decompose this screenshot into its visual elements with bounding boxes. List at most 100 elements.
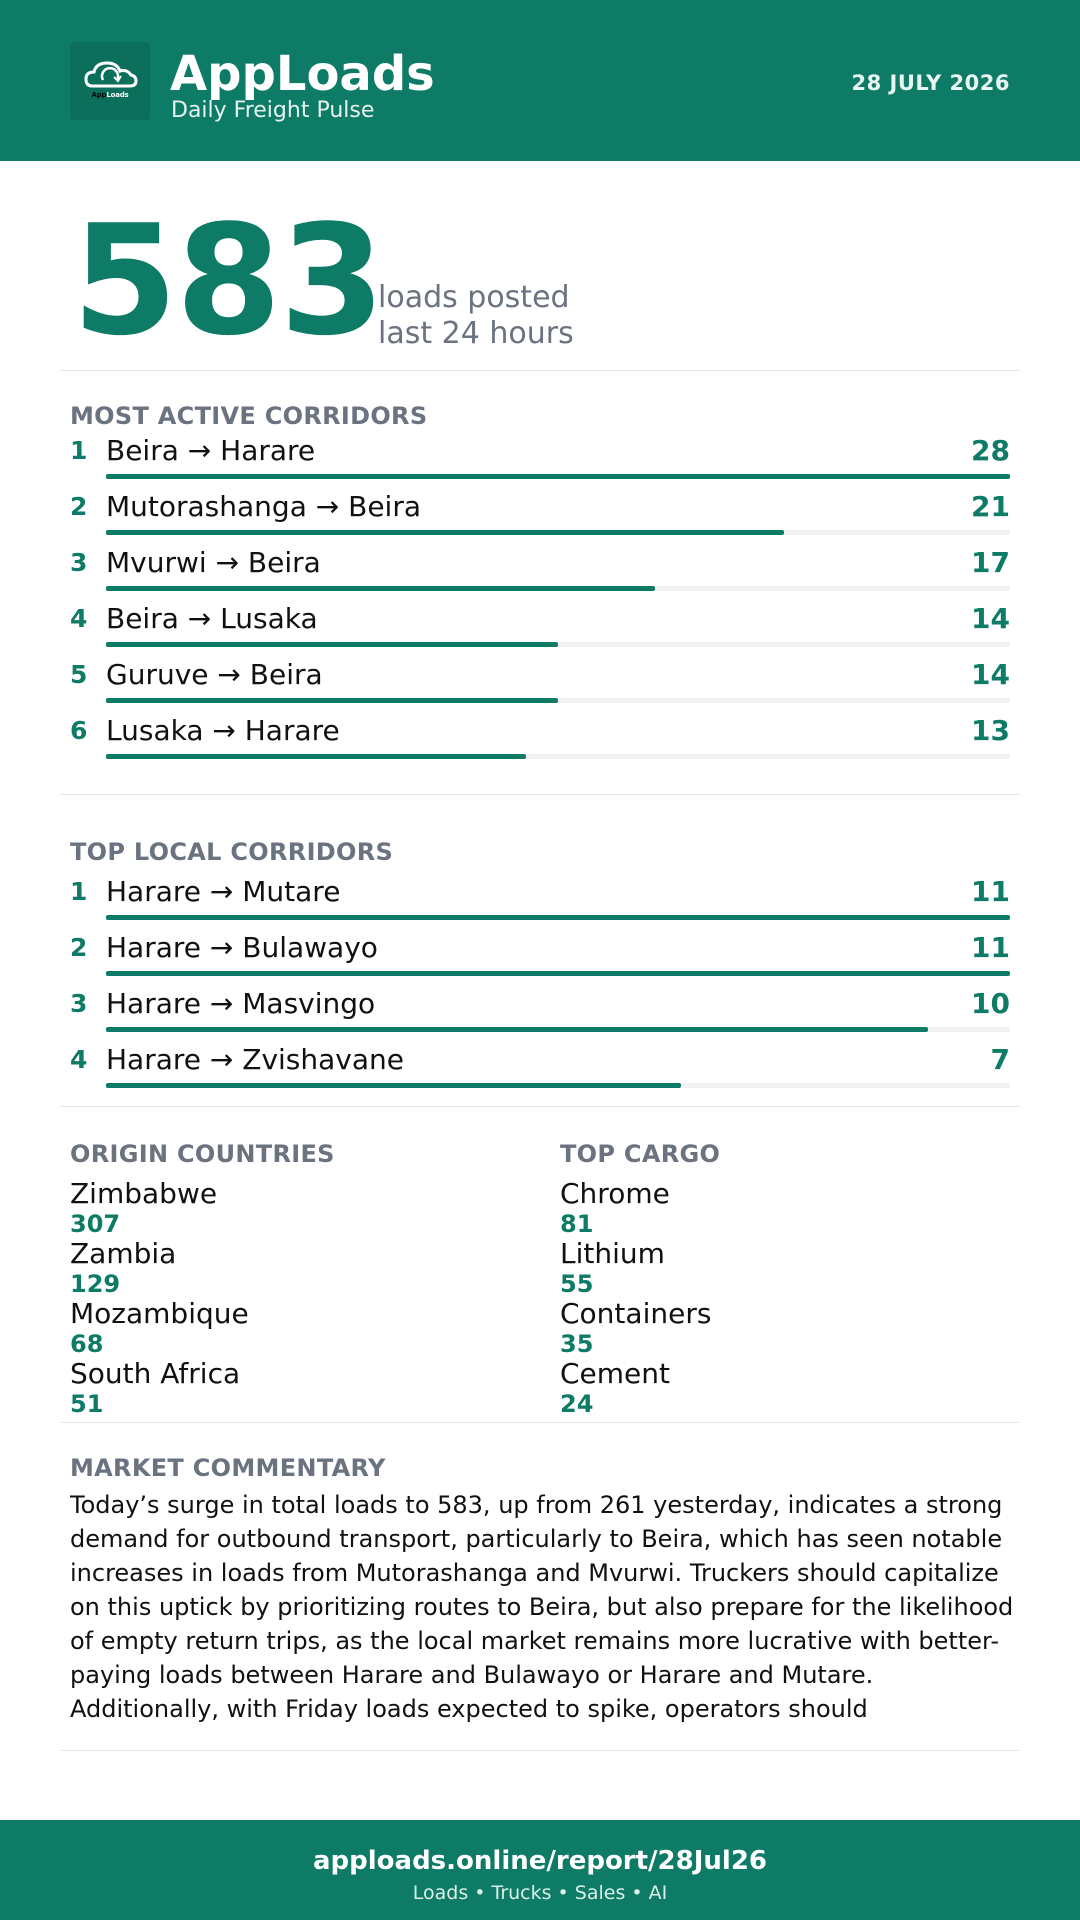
divider (60, 1106, 1020, 1107)
local-corridor-row: 1 Harare → Mutare 11 (70, 875, 1010, 933)
route-label: Beira → Harare (106, 434, 316, 467)
load-bar-track (106, 586, 1010, 591)
corridor-row: 1 Beira → Harare 28 (70, 434, 1010, 492)
cargo-type-value: 55 (560, 1270, 594, 1298)
logo-wordmark: AppLoads (91, 91, 129, 99)
top-cargo-title: TOP CARGO (560, 1140, 721, 1168)
local-corridor-row: 2 Harare → Bulawayo 11 (70, 931, 1010, 989)
rank-number: 3 (70, 989, 88, 1018)
origin-countries-title: ORIGIN COUNTRIES (70, 1140, 335, 1168)
report-date: 28 JULY 2026 (851, 71, 1010, 95)
origin-country-value: 51 (70, 1390, 104, 1418)
load-bar-track (106, 754, 1010, 759)
load-bar-track (106, 1083, 1010, 1088)
rank-number: 2 (70, 492, 88, 521)
load-count: 14 (971, 658, 1010, 691)
load-count: 14 (971, 602, 1010, 635)
load-bar-fill (106, 586, 655, 591)
brand-name: AppLoads (170, 46, 435, 102)
rank-number: 1 (70, 877, 88, 906)
origin-country-name: South Africa (70, 1357, 241, 1390)
load-bar-track (106, 915, 1010, 920)
corridor-row: 2 Mutorashanga → Beira 21 (70, 490, 1010, 548)
cargo-type-value: 24 (560, 1390, 594, 1418)
origin-country-name: Zimbabwe (70, 1177, 218, 1210)
top-cargo-section: TOP CARGO Chrome 81 Lithium 55 Containers 35 C… (560, 1140, 1000, 1418)
origin-countries-section: ORIGIN COUNTRIES Zimbabwe 307 Zambia 129 Moz… (70, 1140, 510, 1418)
route-label: Mvurwi → Beira (106, 546, 321, 579)
header-bar: AppLoads AppLoads Daily Freight Pulse 28… (0, 0, 1080, 161)
load-count: 10 (971, 987, 1010, 1020)
local-corridor-row: 3 Harare → Masvingo 10 (70, 987, 1010, 1045)
rank-number: 3 (70, 548, 88, 577)
cargo-type-name: Cement (560, 1357, 671, 1390)
local-corridor-row: 4 Harare → Zvishavane 7 (70, 1043, 1010, 1101)
origin-country-name: Mozambique (70, 1297, 249, 1330)
report-link[interactable]: apploads.online/report/28Jul26 (312, 1846, 768, 1876)
load-bar-fill (106, 530, 784, 535)
cargo-type-value: 35 (560, 1330, 594, 1358)
origin-country-value: 129 (70, 1270, 121, 1298)
load-bar-track (106, 698, 1010, 703)
load-bar-fill (106, 642, 558, 647)
route-label: Guruve → Beira (106, 658, 323, 691)
load-bar-fill (106, 971, 1010, 976)
load-count: 28 (971, 434, 1010, 467)
route-label: Beira → Lusaka (106, 602, 318, 635)
top-cargo-list: Chrome 81 Lithium 55 Containers 35 Cement 24 (560, 1177, 1000, 1419)
commentary-title: MARKET COMMENTARY (70, 1454, 386, 1482)
load-count: 21 (971, 490, 1010, 523)
load-bar-track (106, 530, 1010, 535)
load-bar-track (106, 1027, 1010, 1032)
divider (60, 1750, 1020, 1751)
cargo-type-name: Containers (560, 1297, 712, 1330)
corridor-row: 5 Guruve → Beira 14 (70, 658, 1010, 716)
corridor-row: 6 Lusaka → Harare 13 (70, 714, 1010, 772)
origin-country-value: 68 (70, 1330, 104, 1358)
cargo-type-value: 81 (560, 1210, 594, 1238)
divider (60, 794, 1020, 795)
route-label: Harare → Zvishavane (106, 1043, 404, 1076)
cargo-type-name: Lithium (560, 1237, 665, 1270)
load-bar-track (106, 642, 1010, 647)
load-bar-fill (106, 1083, 682, 1088)
commentary-text: Today’s surge in total loads to 583, up … (70, 1491, 1014, 1723)
rank-number: 4 (70, 604, 88, 633)
rank-number: 1 (70, 436, 88, 465)
origin-country-name: Zambia (70, 1237, 177, 1270)
top-local-title: TOP LOCAL CORRIDORS (70, 838, 394, 866)
load-count: 7 (990, 1043, 1010, 1076)
load-bar-track (106, 474, 1010, 479)
load-bar-track (106, 971, 1010, 976)
cargo-type-name: Chrome (560, 1177, 670, 1210)
route-label: Harare → Bulawayo (106, 931, 378, 964)
total-loads-label-line2: last 24 hours (378, 316, 574, 351)
load-bar-fill (106, 698, 558, 703)
route-label: Harare → Mutare (106, 875, 341, 908)
rank-number: 5 (70, 660, 88, 689)
corridor-row: 3 Mvurwi → Beira 17 (70, 546, 1010, 604)
total-loads-label-line1: loads posted (378, 280, 570, 315)
load-bar-fill (106, 1027, 928, 1032)
rank-number: 6 (70, 716, 88, 745)
load-bar-fill (106, 915, 1010, 920)
divider (60, 1422, 1020, 1423)
footer-bar: apploads.online/report/28Jul26 Loads • T… (0, 1820, 1080, 1920)
app-logo: AppLoads (70, 42, 150, 120)
load-bar-fill (106, 474, 1010, 479)
origin-countries-list: Zimbabwe 307 Zambia 129 Mozambique 68 South Af… (70, 1177, 510, 1419)
origin-country-value: 307 (70, 1210, 121, 1238)
total-loads-label: loads posted last 24 hours (378, 280, 574, 352)
cloud-refresh-icon (84, 61, 138, 88)
corridor-row: 4 Beira → Lusaka 14 (70, 602, 1010, 660)
most-active-title: MOST ACTIVE CORRIDORS (70, 402, 428, 430)
load-count: 11 (971, 931, 1010, 964)
divider (60, 370, 1020, 371)
load-count: 13 (971, 714, 1010, 747)
brand-tagline: Daily Freight Pulse (171, 98, 375, 123)
load-bar-fill (106, 754, 526, 759)
rank-number: 2 (70, 933, 88, 962)
route-label: Harare → Masvingo (106, 987, 376, 1020)
route-label: Lusaka → Harare (106, 714, 340, 747)
total-loads-value: 583 (72, 192, 385, 369)
